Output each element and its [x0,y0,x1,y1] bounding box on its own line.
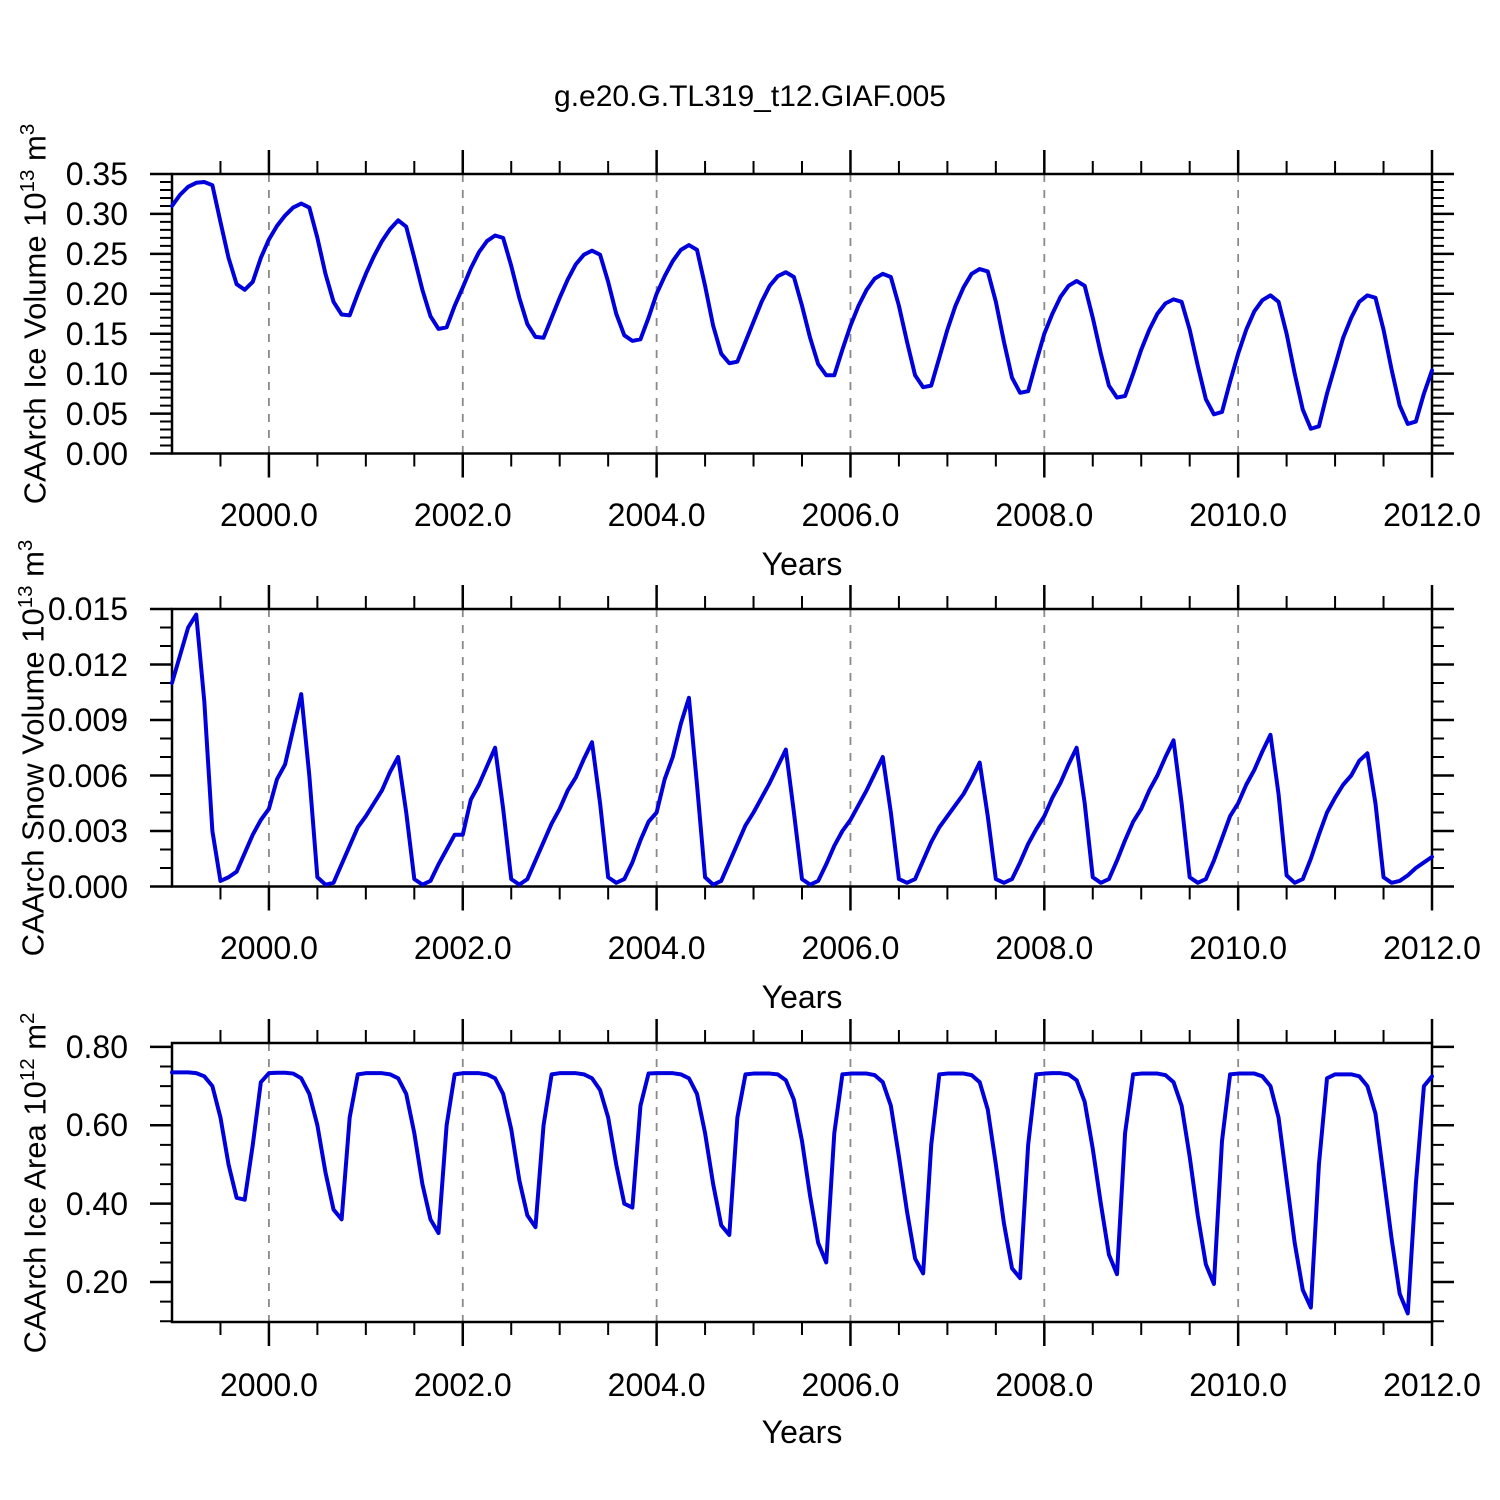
x-tick-label: 2012.0 [1383,1367,1481,1403]
x-tick-label: 2004.0 [607,1367,706,1403]
y-tick-label: 0.015 [47,591,128,627]
y-tick-label: 0.40 [65,1185,128,1222]
minor-ticks [160,596,1444,900]
y-axis-title-text: m [17,1023,53,1058]
y-axis-title-text: m [17,134,53,170]
y-axis-title-superscript: 3 [16,123,39,135]
x-tick-label: 2002.0 [413,930,512,966]
y-tick-label: 0.000 [47,868,128,905]
major-ticks [150,1019,1454,1346]
panel-caarch-ice-volume [150,150,1454,478]
x-tick-label: 2000.0 [219,930,318,966]
y-tick-label: 0.003 [47,813,128,849]
y-axis-title: CAArch Ice Area 1012 m2 [8,883,52,1483]
x-tick-label: 2008.0 [995,930,1094,966]
y-tick-label: 0.05 [65,395,128,432]
x-tick-label: 2008.0 [995,497,1094,533]
y-tick-label: 0.009 [47,702,128,738]
y-axis-title-text: CAArch Ice Area 10 [17,1080,53,1353]
major-ticks [150,150,1454,478]
data-line [170,179,1434,431]
y-axis-title-superscript: 13 [14,585,37,608]
y-tick-label: 0.30 [65,195,128,232]
y-tick-label: 0.25 [65,235,128,272]
x-tick-label: 2004.0 [607,930,706,966]
x-tick-label: 2008.0 [995,1367,1094,1403]
y-axis-title-text: m [15,550,51,586]
x-tick-label: 2010.0 [1189,1367,1288,1403]
y-tick-label: 0.80 [65,1028,128,1065]
panel-caarch-snow-volume [150,585,1454,911]
x-tick-label: 2002.0 [413,497,512,533]
panel-caarch-ice-area [150,1019,1454,1346]
y-tick-label: 0.00 [65,435,128,472]
x-tick-label: 2002.0 [413,1367,512,1403]
plot-frame [170,1041,1434,1324]
y-tick-label: 0.20 [65,1264,128,1301]
minor-ticks [160,1030,1444,1335]
y-tick-label: 0.10 [65,355,128,392]
x-tick-label: 2012.0 [1383,497,1481,533]
x-tick-label: 2000.0 [219,1367,318,1403]
y-tick-label: 0.012 [47,646,128,683]
y-axis-title-superscript: 3 [14,539,37,551]
x-tick-label: 2006.0 [801,1367,900,1403]
plot-frame [170,607,1434,888]
x-axis-title: Years [761,546,843,582]
x-tick-label: 2006.0 [801,497,900,533]
x-tick-label: 2000.0 [219,497,318,533]
y-tick-label: 0.15 [65,315,128,352]
y-tick-label: 0.60 [65,1107,128,1144]
y-axis-title-superscript: 2 [16,1012,39,1024]
figure-title: g.e20.G.TL319_t12.GIAF.005 [554,80,946,113]
major-ticks [150,585,1454,911]
x-axis-title: Years [761,979,843,1015]
y-tick-label: 0.006 [47,757,128,794]
x-tick-label: 2012.0 [1383,930,1481,966]
data-line [170,1070,1434,1316]
x-tick-label: 2010.0 [1189,930,1288,966]
x-tick-label: 2010.0 [1189,497,1288,533]
x-tick-label: 2004.0 [607,497,706,533]
x-axis-title: Years [761,1414,843,1450]
y-tick-label: 0.20 [65,275,128,312]
minor-ticks [160,161,1444,467]
data-line [170,612,1434,887]
y-axis-title-superscript: 13 [16,169,39,193]
y-axis-title-superscript: 12 [16,1057,39,1081]
x-tick-label: 2006.0 [801,930,900,966]
y-tick-label: 0.35 [65,156,128,192]
